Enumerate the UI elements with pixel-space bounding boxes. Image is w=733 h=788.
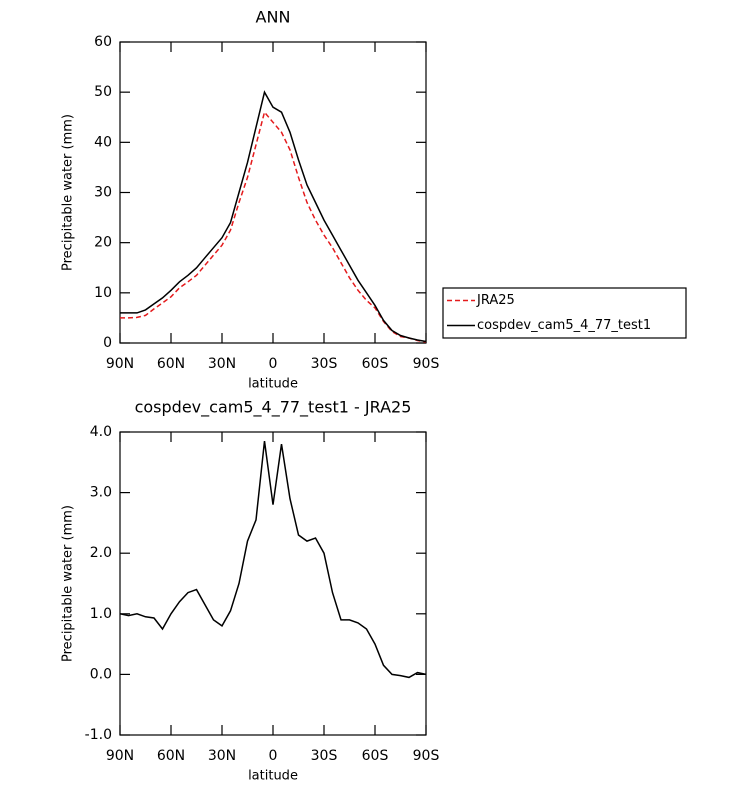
data-line: [120, 90, 427, 343]
legend-label: cospdev_cam5_4_77_test1: [477, 318, 651, 333]
x-tick-label: 90N: [106, 748, 134, 764]
y-tick-label: 0.0: [90, 666, 112, 682]
y-tick-label: 60: [94, 34, 112, 50]
y-tick-label: 50: [94, 84, 112, 100]
chart-title: cospdev_cam5_4_77_test1 - JRA25: [135, 398, 412, 418]
chart-title: ANN: [256, 8, 291, 27]
x-tick-label: 90S: [413, 356, 440, 372]
y-axis-label: Precipitable water (mm): [61, 505, 76, 662]
data-line: [119, 441, 427, 679]
x-tick-label: 60S: [362, 748, 389, 764]
y-tick-label: 40: [94, 134, 112, 150]
data-line: [120, 110, 427, 343]
x-tick-label: 60N: [157, 748, 185, 764]
x-tick-label: 30N: [208, 356, 236, 372]
x-tick-label: 30S: [311, 748, 338, 764]
legend-label: JRA25: [476, 293, 515, 308]
y-tick-label: 3.0: [90, 485, 112, 501]
x-tick-label: 60S: [362, 356, 389, 372]
plot-frame: [119, 41, 427, 344]
x-axis-label: latitude: [248, 769, 298, 784]
y-tick-label: 0: [103, 335, 112, 351]
x-tick-label: 90N: [106, 356, 134, 372]
x-tick-label: 90S: [413, 748, 440, 764]
legend-box: [442, 287, 687, 339]
y-tick-label: 4.0: [90, 424, 112, 440]
plot-frame: [119, 431, 427, 736]
x-tick-label: 60N: [157, 356, 185, 372]
x-tick-label: 0: [269, 356, 278, 372]
y-tick-label: 1.0: [90, 606, 112, 622]
y-tick-label: 30: [94, 185, 112, 201]
y-tick-label: 10: [94, 285, 112, 301]
x-axis-label: latitude: [248, 377, 298, 392]
x-tick-label: 30N: [208, 748, 236, 764]
x-tick-label: 0: [269, 748, 278, 764]
y-axis-label: Precipitable water (mm): [61, 114, 76, 271]
y-tick-label: -1.0: [85, 727, 112, 743]
y-tick-label: 20: [94, 235, 112, 251]
y-tick-label: 2.0: [90, 545, 112, 561]
x-tick-label: 30S: [311, 356, 338, 372]
